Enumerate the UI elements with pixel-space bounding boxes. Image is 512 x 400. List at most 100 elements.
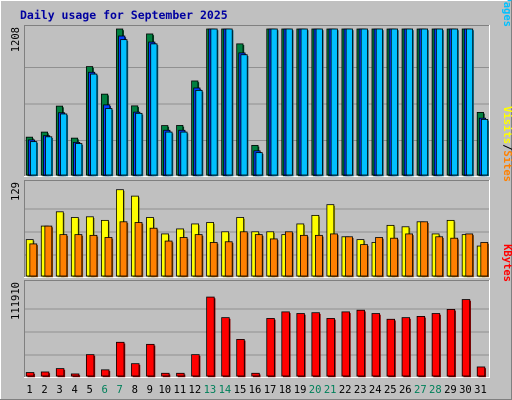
bar-sites-day-30 [465, 233, 474, 278]
bar-pages-day-31 [481, 119, 489, 177]
bar-face [89, 234, 98, 277]
bar-pages-day-24 [375, 28, 384, 177]
bar-face [221, 317, 230, 377]
bar-face [270, 28, 278, 176]
bar-sites-day-24 [375, 237, 384, 278]
legend-label-sites: Sites [501, 150, 512, 182]
bar-face [209, 242, 218, 277]
bar-face [431, 313, 441, 377]
chart-panels: 1208 Hits/Files/Pages 129 Visits/Sites 11191… [10, 0, 512, 378]
bar-sites-day-23 [360, 244, 369, 278]
bar-kbytes-day-24 [371, 313, 381, 378]
bar-kbytes-day-6 [101, 369, 111, 378]
bar-sites-day-14 [224, 241, 234, 278]
bar-kbytes-day-5 [85, 354, 96, 378]
bar-face [236, 339, 245, 377]
bar-kbytes-day-27 [416, 315, 426, 378]
bar-face [29, 243, 38, 277]
bar-pages-day-19 [300, 28, 309, 177]
bar-pages-day-11 [180, 131, 189, 177]
bar-pages-day-6 [105, 108, 114, 177]
bar-kbytes-day-10 [161, 372, 171, 378]
panel-bottom-bars [25, 296, 486, 378]
bar-kbytes-day-31 [476, 366, 486, 378]
bar-face [281, 311, 290, 377]
bar-face [330, 233, 338, 277]
bar-sites-day-31 [480, 242, 489, 278]
bar-face [116, 341, 125, 377]
bar-sites-day-4 [74, 234, 84, 278]
bar-sites-day-18 [284, 231, 294, 278]
bar-face [179, 237, 188, 277]
bar-face [104, 237, 113, 277]
bar-face [360, 28, 368, 176]
bar-sites-day-7 [119, 221, 129, 278]
legend-label-kbytes: KBytes [501, 244, 512, 282]
bar-sites-day-21 [330, 233, 339, 278]
bar-face [60, 113, 68, 176]
bar-kbytes-day-21 [326, 318, 336, 378]
bar-face [206, 296, 215, 377]
bar-pages-day-21 [330, 28, 339, 177]
bar-sites-day-9 [149, 227, 159, 278]
bar-face [284, 231, 293, 277]
bar-face [191, 354, 200, 377]
bar-face [85, 354, 95, 377]
bar-face [224, 241, 233, 277]
legend-separator: / [501, 144, 512, 150]
x-tick-label: 3 [56, 384, 62, 396]
bar-face [146, 343, 155, 377]
bar-pages-day-4 [75, 143, 84, 177]
bar-face [315, 234, 323, 277]
bar-face [390, 28, 398, 176]
bar-sites-day-12 [194, 234, 204, 278]
bar-sites-day-11 [179, 237, 189, 278]
x-tick-label: 1 [26, 384, 32, 396]
bar-face [239, 231, 248, 277]
bar-face [164, 240, 173, 277]
bar-kbytes-day-19 [296, 313, 306, 378]
bar-kbytes-day-26 [401, 317, 411, 378]
bar-kbytes-day-7 [116, 341, 126, 378]
bar-face [101, 369, 110, 377]
x-tick-label: 7 [117, 384, 123, 396]
bar-face [74, 234, 83, 277]
bar-face [465, 233, 474, 277]
bar-face [240, 54, 248, 176]
bar-pages-day-27 [420, 28, 429, 177]
bar-face [30, 141, 38, 176]
bar-face [285, 28, 293, 176]
bar-face [326, 318, 335, 377]
panel-bottom-legend: KBytes [501, 244, 512, 282]
bar-pages-day-22 [345, 28, 354, 177]
bar-sites-day-10 [164, 240, 174, 278]
bar-pages-day-8 [135, 112, 144, 177]
x-tick-label: 8 [132, 384, 138, 396]
bar-kbytes-day-8 [131, 363, 141, 378]
bar-face [165, 131, 173, 176]
x-tick-label: 12 [189, 384, 202, 396]
bar-face [75, 143, 83, 176]
bar-kbytes-day-18 [281, 311, 291, 378]
bar-face [401, 317, 411, 377]
x-tick-label: 29 [444, 384, 457, 396]
x-tick-label: 9 [147, 384, 153, 396]
bar-kbytes-day-12 [191, 354, 201, 378]
bar-kbytes-day-16 [251, 372, 261, 378]
bar-face [105, 108, 113, 176]
bar-face [131, 363, 140, 377]
chart-title: Daily usage for September 2025 [20, 8, 228, 22]
bar-kbytes-day-29 [446, 309, 456, 378]
x-tick-label: 21 [324, 384, 337, 396]
bar-sites-day-29 [450, 237, 459, 278]
bar-face [180, 131, 188, 176]
bar-face [269, 238, 278, 277]
bar-sites-day-2 [44, 225, 54, 278]
bar-sites-day-25 [390, 237, 399, 278]
bar-pages-day-17 [270, 28, 279, 177]
x-tick-label: 11 [174, 384, 187, 396]
x-tick-label: 14 [219, 384, 232, 396]
panel-top-max-label: 1208 [10, 27, 22, 52]
bar-pages-day-12 [195, 89, 204, 177]
bar-pages-day-10 [165, 131, 174, 177]
